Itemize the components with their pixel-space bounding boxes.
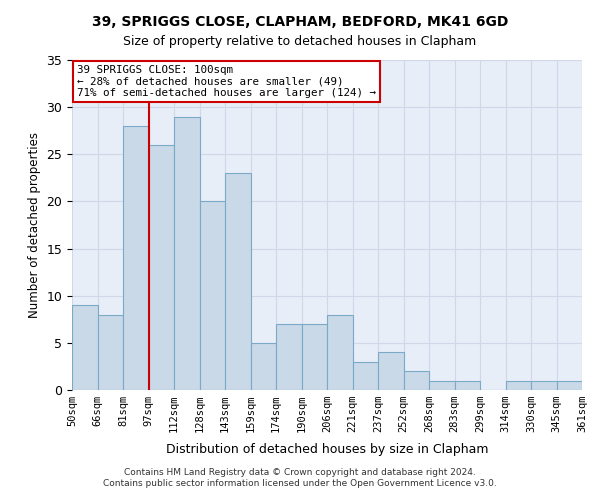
Bar <box>531 380 557 390</box>
Bar <box>455 380 480 390</box>
Bar <box>123 126 149 390</box>
Bar <box>97 314 123 390</box>
Bar <box>429 380 455 390</box>
Y-axis label: Number of detached properties: Number of detached properties <box>28 132 41 318</box>
X-axis label: Distribution of detached houses by size in Clapham: Distribution of detached houses by size … <box>166 444 488 456</box>
Bar <box>199 202 225 390</box>
Bar <box>378 352 404 390</box>
Bar <box>505 380 531 390</box>
Bar <box>276 324 302 390</box>
Bar <box>149 145 174 390</box>
Bar <box>327 314 353 390</box>
Bar <box>251 343 276 390</box>
Bar <box>174 116 199 390</box>
Bar <box>353 362 378 390</box>
Bar <box>225 173 251 390</box>
Text: 39 SPRIGGS CLOSE: 100sqm
← 28% of detached houses are smaller (49)
71% of semi-d: 39 SPRIGGS CLOSE: 100sqm ← 28% of detach… <box>77 65 376 98</box>
Bar <box>302 324 327 390</box>
Text: Contains HM Land Registry data © Crown copyright and database right 2024.
Contai: Contains HM Land Registry data © Crown c… <box>103 468 497 487</box>
Bar <box>404 371 429 390</box>
Bar <box>557 380 582 390</box>
Bar <box>72 305 97 390</box>
Text: Size of property relative to detached houses in Clapham: Size of property relative to detached ho… <box>124 35 476 48</box>
Text: 39, SPRIGGS CLOSE, CLAPHAM, BEDFORD, MK41 6GD: 39, SPRIGGS CLOSE, CLAPHAM, BEDFORD, MK4… <box>92 15 508 29</box>
